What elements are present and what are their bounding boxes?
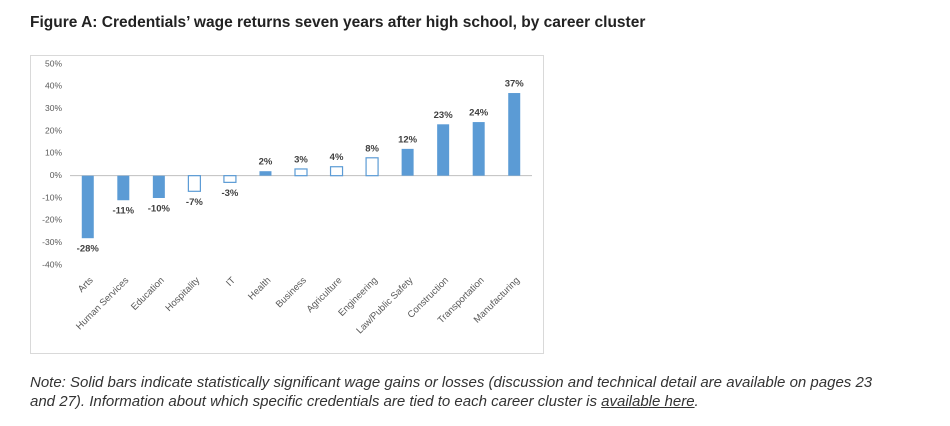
x-tick-label: Arts — [76, 275, 96, 295]
x-tick-label: Health — [246, 275, 273, 302]
bar — [437, 124, 450, 176]
y-tick-label: -10% — [42, 192, 62, 202]
value-label: -11% — [112, 206, 134, 217]
value-label: 2% — [259, 157, 273, 168]
note-text: Note: Solid bars indicate statistically … — [30, 374, 873, 410]
value-label: 23% — [434, 110, 454, 121]
bar — [329, 166, 344, 177]
bar — [117, 175, 130, 201]
value-label: -10% — [148, 204, 171, 215]
note: Note: Solid bars indicate statistically … — [30, 373, 890, 411]
value-label: 4% — [330, 152, 344, 163]
bar — [259, 171, 272, 176]
bar — [152, 175, 165, 198]
x-tick-label: Education — [129, 275, 167, 313]
value-label: 12% — [398, 134, 418, 145]
bar — [294, 168, 308, 177]
chart-frame — [30, 55, 544, 354]
value-label: 37% — [505, 79, 525, 90]
bar — [472, 122, 485, 176]
bar — [223, 175, 237, 183]
bar — [187, 175, 201, 192]
chart-title: Figure A: Credentials’ wage returns seve… — [30, 14, 646, 31]
note-end: . — [694, 393, 699, 410]
bar — [81, 175, 94, 239]
value-label: -28% — [77, 244, 100, 255]
y-tick-label: 10% — [45, 148, 62, 158]
y-tick-label: 0% — [50, 170, 63, 180]
y-tick-label: -40% — [42, 259, 62, 269]
y-tick-label: 20% — [45, 125, 62, 135]
y-tick-label: -30% — [42, 237, 62, 247]
value-label: 3% — [294, 154, 308, 165]
value-label: 8% — [365, 143, 379, 154]
value-label: 24% — [469, 108, 489, 119]
bar — [365, 157, 379, 177]
x-tick-label: Hospitality — [164, 275, 203, 314]
note-link[interactable]: available here — [601, 393, 695, 410]
value-label: -3% — [221, 188, 238, 199]
x-tick-label: Business — [274, 275, 309, 310]
bar — [401, 148, 414, 176]
value-label: -7% — [186, 197, 203, 208]
bar — [508, 93, 521, 176]
y-tick-label: -20% — [42, 215, 62, 225]
x-tick-label: IT — [224, 275, 238, 289]
y-tick-label: 50% — [45, 58, 62, 68]
y-tick-label: 40% — [45, 81, 62, 91]
y-tick-label: 30% — [45, 103, 62, 113]
